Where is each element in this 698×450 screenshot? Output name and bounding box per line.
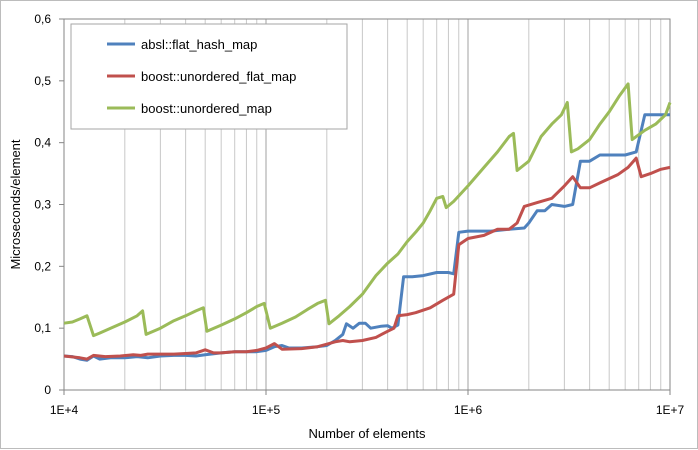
legend: absl::flat_hash_mapboost::unordered_flat…	[70, 23, 348, 130]
legend-label: boost::unordered_flat_map	[141, 69, 296, 84]
y-tick-label: 0,2	[34, 259, 51, 273]
y-tick-label: 0,6	[34, 12, 51, 26]
series-line-2	[63, 156, 671, 361]
x-tick-label: 1E+4	[50, 403, 79, 417]
y-tick-label: 0,1	[34, 321, 51, 335]
y-tick-label: 0,4	[34, 136, 51, 150]
x-tick-label: 1E+6	[454, 403, 483, 417]
x-tick-label: 1E+5	[252, 403, 281, 417]
x-tick-label: 1E+7	[656, 403, 685, 417]
y-tick-label: 0,5	[34, 74, 51, 88]
series-lines	[63, 82, 672, 362]
series-line-1	[63, 113, 670, 362]
y-tick-label: 0,3	[34, 198, 51, 212]
y-axis-title: Microseconds/element	[8, 139, 23, 269]
x-axis-title: Number of elements	[308, 426, 426, 441]
legend-label: boost::unordered_map	[141, 101, 272, 116]
tick-labels: 1E+4 1E+5 1E+6 1E+7 0 0,1 0,2 0,3 0,4 0,5 0,6	[34, 12, 684, 417]
legend-label: absl::flat_hash_map	[141, 37, 257, 52]
series-line-3	[63, 82, 672, 338]
y-tick-label: 0	[44, 383, 51, 397]
